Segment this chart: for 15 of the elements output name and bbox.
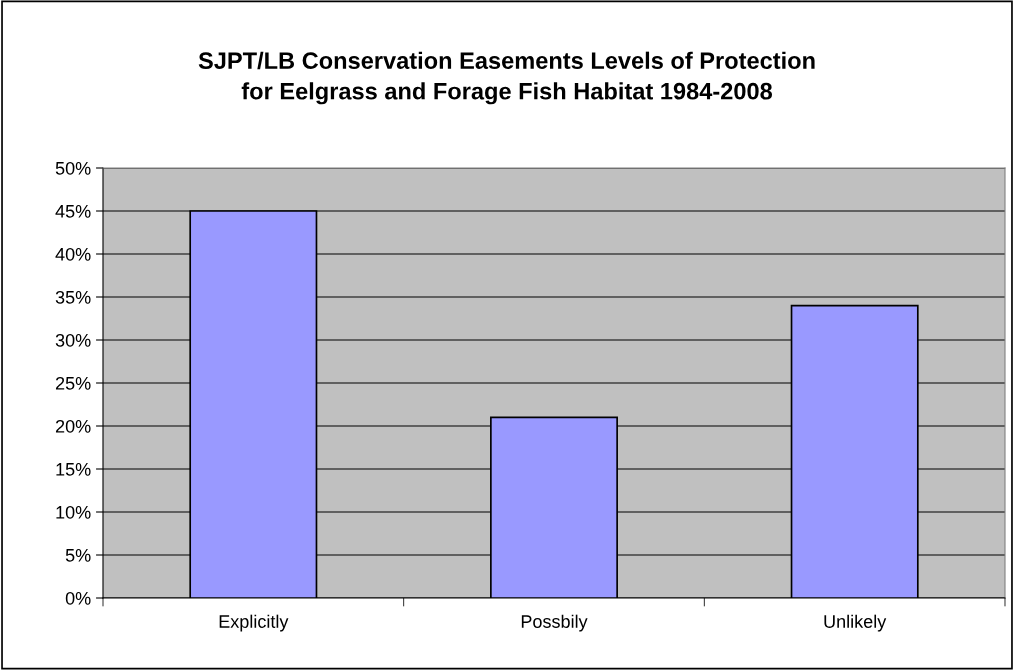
x-tick-label: Unlikely: [824, 614, 887, 632]
y-tick-label: 10%: [56, 505, 91, 519]
y-tick-label: 5%: [65, 549, 91, 562]
y-tick-label: 50%: [55, 161, 91, 175]
y-tick-label: 15%: [56, 463, 91, 476]
y-tick-label: 30%: [55, 333, 91, 347]
y-tick-label: 25%: [55, 376, 91, 390]
y-tick-label: 35%: [55, 290, 91, 304]
y-tick-label: 40%: [55, 247, 91, 261]
x-tick-label: Explicitly: [219, 614, 289, 632]
y-tick-label: 20%: [55, 419, 91, 433]
chart-title: SJPT/LB Conservation Easements Levels of Protection for Eelgrass and Forage Fish Habitat 1984-2008: [198, 51, 815, 105]
y-tick-label: 45%: [55, 205, 91, 218]
x-tick-label: Possbily: [521, 614, 588, 632]
y-tick-label: 0%: [65, 591, 91, 605]
